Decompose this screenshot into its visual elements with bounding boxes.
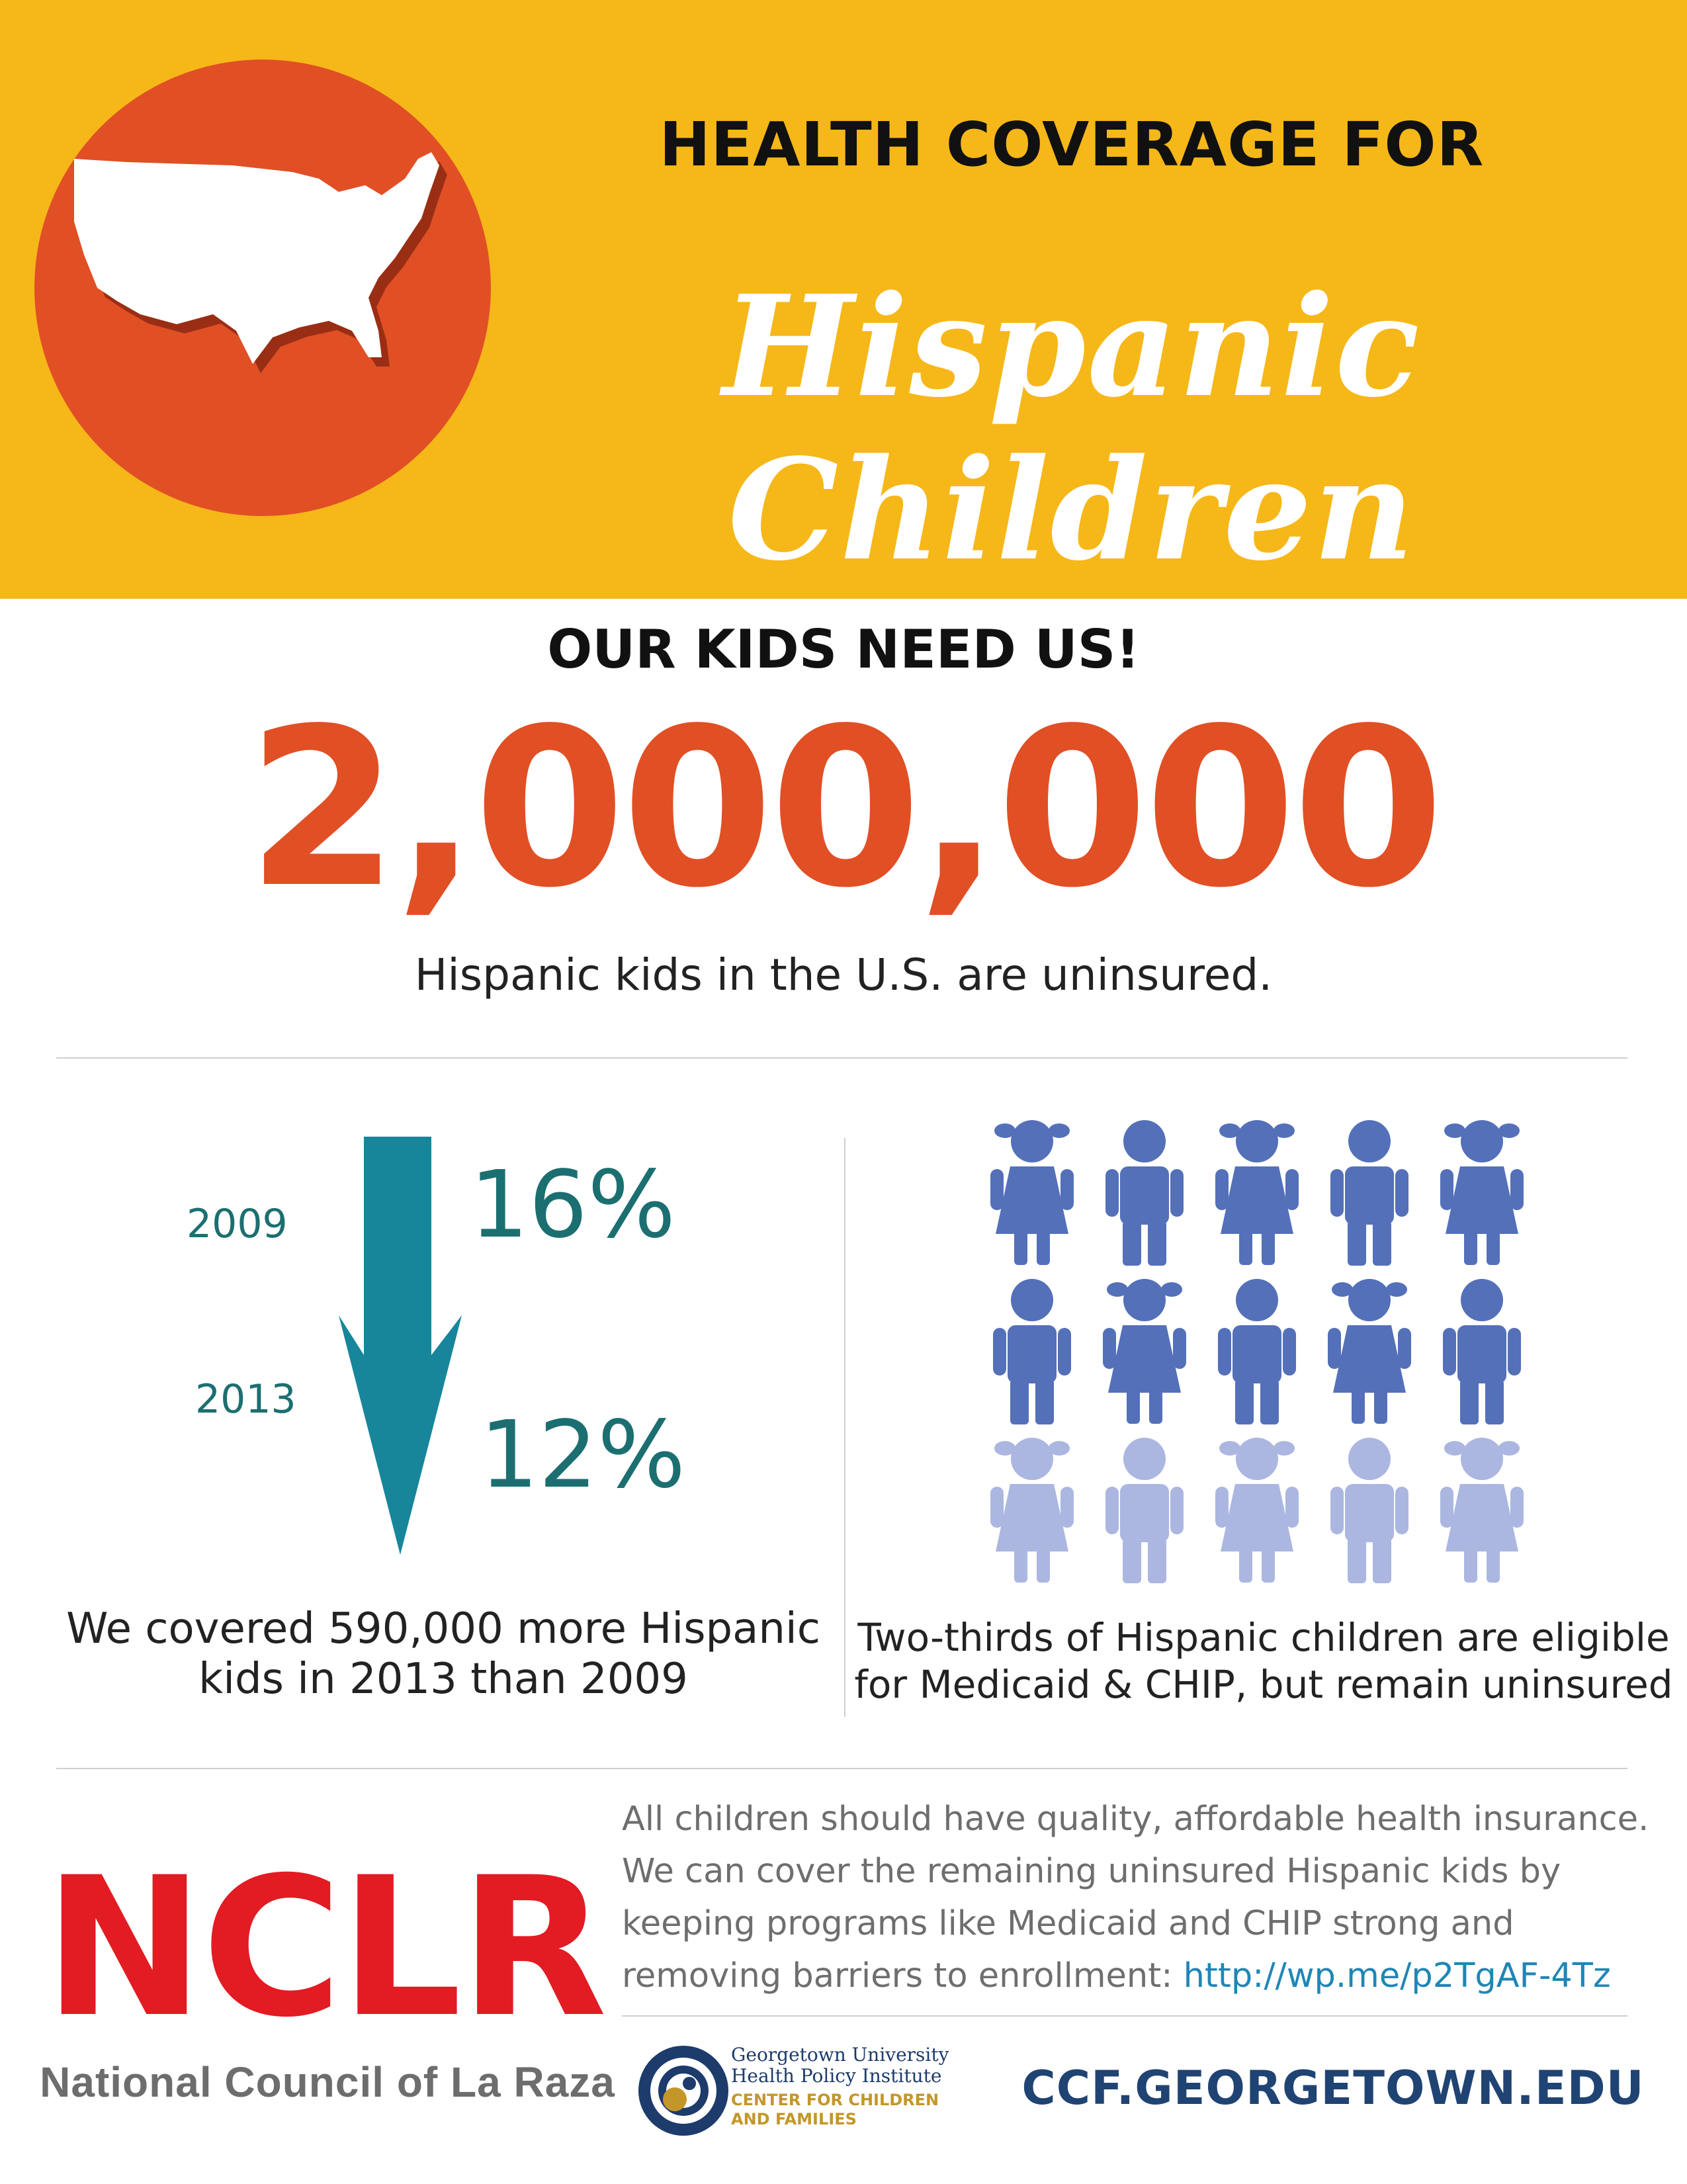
footer-body-copy: All children should have quality, afford…	[622, 1800, 1649, 1996]
year-start-label: 2009	[187, 1201, 288, 1247]
girl-icon	[1215, 1438, 1299, 1583]
gu-line4: AND FAMILIES	[731, 2110, 857, 2129]
left-caption-line1: We covered 590,000 more Hispanic	[66, 1604, 820, 1653]
girl-icon	[990, 1438, 1074, 1583]
boy-icon	[993, 1279, 1071, 1424]
boy-icon	[1330, 1120, 1408, 1266]
georgetown-logo-icon	[638, 2046, 728, 2136]
right-caption: Two-thirds of Hispanic children are elig…	[853, 1614, 1674, 1708]
right-caption-line1: Two-thirds of Hispanic children are elig…	[857, 1615, 1670, 1660]
gu-line3: CENTER FOR CHILDREN	[731, 2091, 939, 2110]
footer-body-text: All children should have quality, afford…	[622, 1793, 1654, 2002]
gu-line2: Health Policy Institute	[731, 2065, 942, 2087]
tagline: OUR KIDS NEED US!	[547, 619, 1140, 680]
boy-icon	[1443, 1279, 1521, 1424]
divider	[56, 1057, 1627, 1059]
enrollment-link[interactable]: http://wp.me/p2TgAF-4Tz	[1183, 1956, 1611, 1996]
header-title-line1: HEALTH COVERAGE FOR	[659, 109, 1485, 180]
girl-icon	[990, 1120, 1074, 1265]
pct-end: 12%	[480, 1401, 686, 1509]
left-caption-line2: kids in 2013 than 2009	[198, 1654, 688, 1704]
us-map-icon	[74, 152, 447, 373]
divider	[56, 1768, 1627, 1769]
girl-icon	[1440, 1120, 1524, 1265]
left-caption: We covered 590,000 more Hispanic kids in…	[40, 1604, 847, 1704]
girl-icon	[1328, 1279, 1411, 1424]
children-icon-grid	[976, 1115, 1584, 1585]
ccf-website-link[interactable]: CCF.GEORGETOWN.EDU	[1021, 2061, 1645, 2115]
down-arrow-icon	[339, 1137, 462, 1555]
girl-icon	[1103, 1279, 1186, 1424]
big-number: 2,000,000	[246, 681, 1444, 936]
nclr-tagline: National Council of La Raza	[40, 2058, 615, 2106]
girl-icon	[1215, 1120, 1299, 1265]
big-number-caption: Hispanic kids in the U.S. are uninsured.	[414, 949, 1273, 1000]
gu-line1: Georgetown University	[731, 2044, 949, 2066]
boy-icon	[1105, 1120, 1184, 1266]
vertical-divider	[844, 1138, 845, 1717]
boy-icon	[1218, 1279, 1296, 1424]
georgetown-institute-name: Georgetown University Health Policy Inst…	[731, 2044, 969, 2129]
divider	[622, 2015, 1627, 2017]
pct-start: 16%	[470, 1151, 676, 1259]
right-caption-line2: for Medicaid & CHIP, but remain uninsure…	[854, 1661, 1673, 1707]
header-title-line2: Hispanic Children	[722, 265, 1421, 591]
year-end-label: 2013	[195, 1376, 296, 1422]
girl-icon	[1440, 1438, 1524, 1583]
boy-icon	[1330, 1438, 1408, 1583]
boy-icon	[1105, 1438, 1184, 1583]
nclr-logo: NCLR	[44, 1837, 607, 2060]
